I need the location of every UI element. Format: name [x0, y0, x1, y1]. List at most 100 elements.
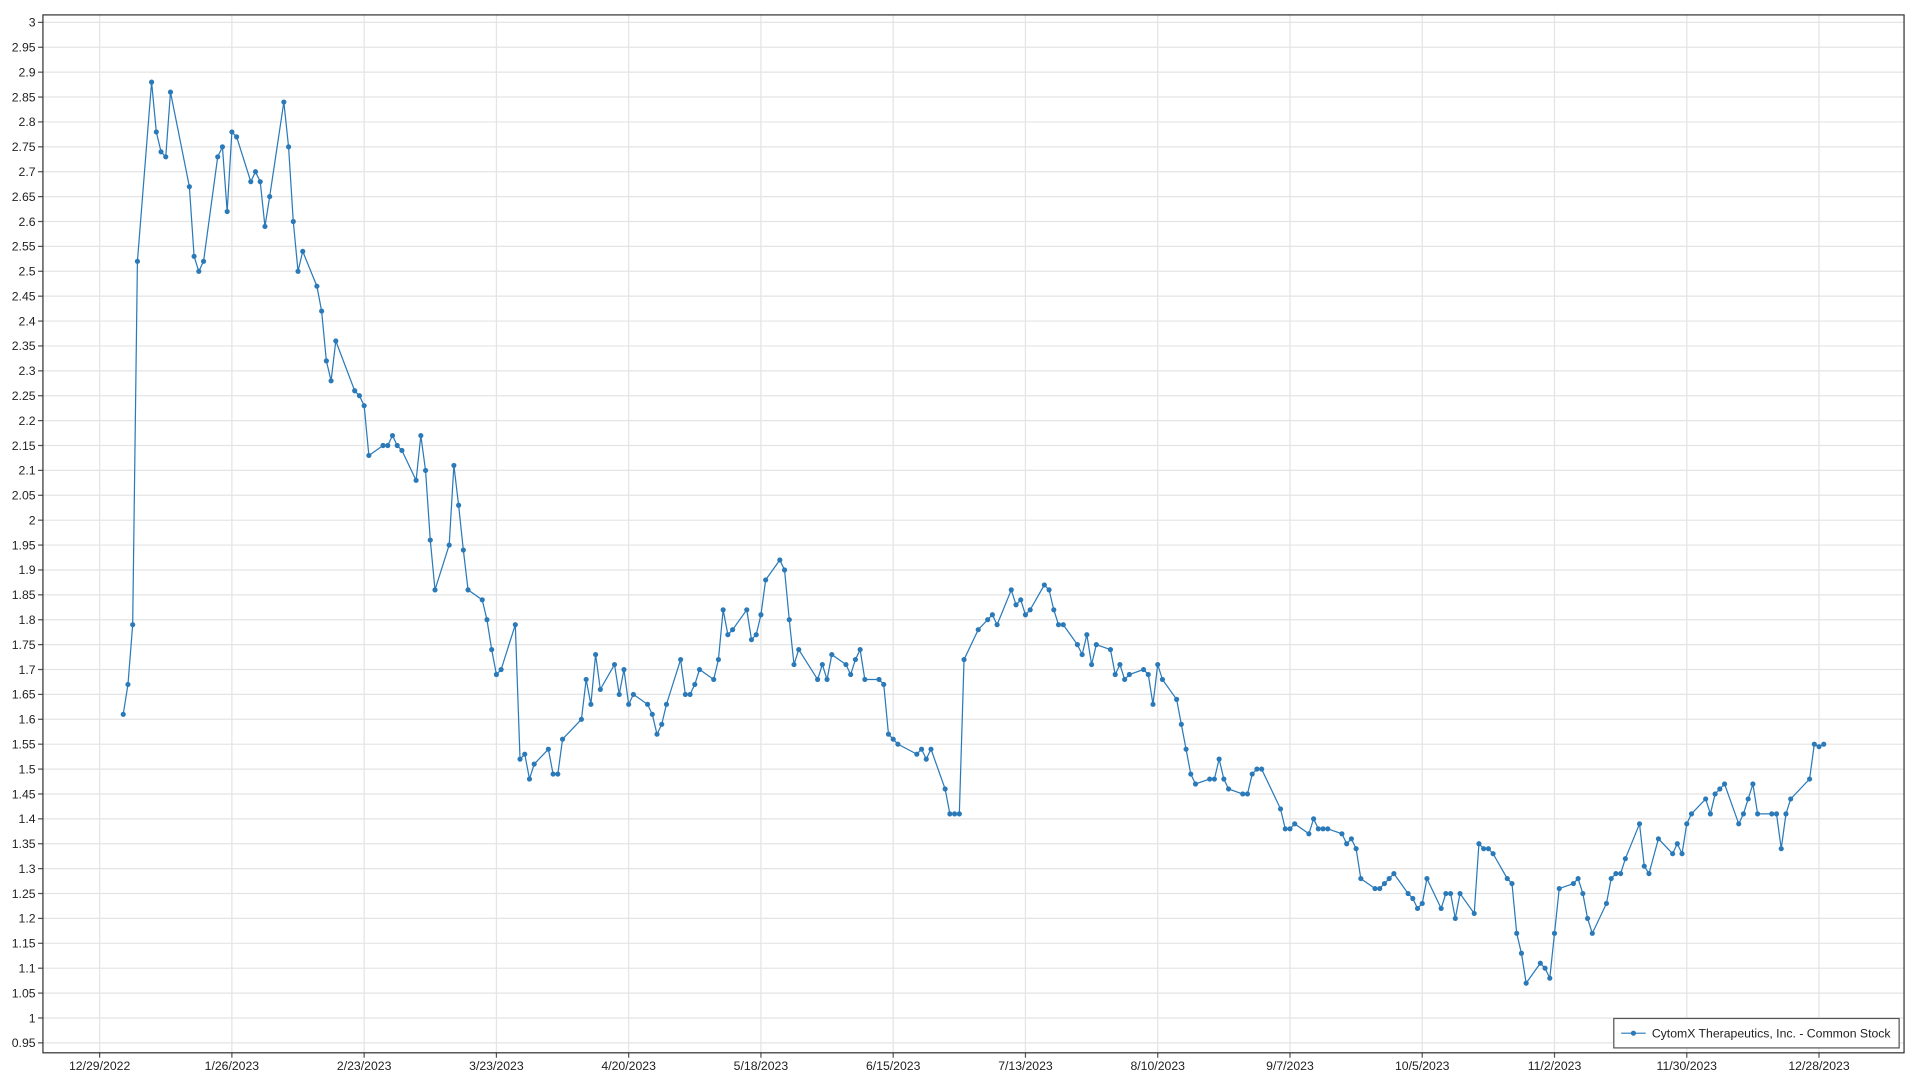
- data-point: [1022, 612, 1029, 618]
- data-point: [1079, 652, 1085, 658]
- data-point: [394, 442, 400, 449]
- y-tick-label: 3: [29, 16, 36, 30]
- data-point: [890, 736, 896, 742]
- data-point: [918, 746, 925, 752]
- y-tick-label: 2.75: [12, 140, 36, 154]
- data-point: [356, 393, 362, 399]
- data-point: [1325, 826, 1331, 832]
- data-point: [229, 129, 235, 135]
- data-point: [696, 666, 703, 673]
- data-point: [451, 462, 457, 468]
- data-point: [328, 378, 334, 384]
- data-point: [1490, 851, 1496, 857]
- y-tick-label: 1.55: [12, 737, 36, 751]
- data-point: [153, 129, 159, 135]
- data-point: [1452, 915, 1458, 921]
- data-point: [1358, 876, 1364, 882]
- x-tick-label: 12/28/2023: [1788, 1059, 1849, 1073]
- data-point: [498, 666, 504, 673]
- data-point: [323, 358, 329, 364]
- data-point: [663, 701, 670, 707]
- data-point: [361, 403, 367, 409]
- y-tick-label: 2.85: [12, 90, 36, 104]
- data-point: [994, 622, 1000, 628]
- data-point: [380, 442, 386, 449]
- data-point: [267, 194, 273, 200]
- y-tick-label: 2.7: [19, 165, 36, 179]
- y-tick-label: 1.9: [19, 563, 36, 577]
- plot-border: [42, 14, 1905, 1054]
- x-tick-label: 9/7/2023: [1266, 1059, 1314, 1073]
- data-point: [1287, 826, 1293, 832]
- data-point: [385, 442, 391, 449]
- x-tick-label: 4/20/2023: [601, 1059, 656, 1073]
- data-point: [852, 656, 858, 663]
- y-tick-label: 1.6: [19, 713, 36, 727]
- data-point: [1013, 602, 1019, 608]
- data-point: [512, 622, 518, 628]
- plot-area: [42, 14, 1905, 1053]
- data-point: [1089, 661, 1095, 668]
- data-point: [1372, 885, 1378, 892]
- y-tick-label: 1.35: [12, 837, 36, 851]
- y-tick-label: 2.6: [19, 215, 36, 229]
- data-point: [715, 656, 721, 663]
- data-point: [1277, 806, 1284, 812]
- y-tick-label: 1.65: [12, 688, 36, 702]
- data-point: [593, 652, 599, 658]
- data-point: [191, 253, 197, 259]
- data-point: [1150, 701, 1156, 707]
- x-tick-label: 2/23/2023: [337, 1059, 392, 1073]
- data-point: [1046, 587, 1052, 593]
- data-point: [616, 691, 622, 697]
- data-point: [914, 751, 920, 757]
- data-point: [522, 751, 528, 757]
- y-tick-label: 1.2: [19, 912, 36, 926]
- data-point: [493, 671, 499, 678]
- data-point: [1551, 930, 1558, 936]
- data-point: [1405, 890, 1411, 897]
- data-point: [1306, 831, 1312, 837]
- data-point: [219, 144, 226, 150]
- data-point: [559, 736, 566, 742]
- y-tick-label: 1.3: [19, 862, 36, 876]
- data-point: [1773, 811, 1780, 817]
- data-point: [1448, 890, 1454, 897]
- data-point: [1344, 841, 1350, 847]
- data-point: [1159, 676, 1166, 683]
- data-point: [583, 676, 589, 683]
- data-point: [545, 746, 551, 752]
- y-tick-label: 2.65: [12, 190, 36, 204]
- legend: CytomX Therapeutics, Inc. - Common Stock: [1613, 1017, 1900, 1049]
- data-point: [432, 587, 438, 593]
- data-point: [1183, 746, 1189, 752]
- data-point: [1240, 791, 1246, 797]
- data-point: [1216, 756, 1222, 762]
- data-point: [1107, 647, 1114, 653]
- data-point: [1570, 880, 1576, 887]
- data-point: [649, 711, 655, 717]
- series-line: [122, 82, 1825, 985]
- data-point: [956, 811, 962, 817]
- data-point: [720, 607, 726, 613]
- data-point: [588, 701, 594, 707]
- data-point: [1636, 821, 1643, 827]
- data-point: [777, 557, 783, 563]
- data-point: [1745, 796, 1751, 802]
- y-tick-label: 2.5: [19, 265, 36, 279]
- data-point: [1584, 915, 1591, 921]
- y-tick-label: 1.5: [19, 762, 36, 776]
- data-point: [1755, 811, 1761, 817]
- data-point: [366, 452, 372, 459]
- data-point: [1740, 811, 1747, 817]
- data-point: [1608, 876, 1614, 882]
- data-point: [1225, 786, 1232, 792]
- y-tick-label: 2.25: [12, 389, 36, 403]
- data-point: [290, 218, 296, 225]
- data-point: [1414, 905, 1421, 912]
- data-point: [186, 184, 192, 190]
- data-point: [314, 283, 320, 289]
- data-point: [1613, 871, 1619, 877]
- data-point: [1712, 791, 1718, 797]
- data-point: [1622, 856, 1628, 862]
